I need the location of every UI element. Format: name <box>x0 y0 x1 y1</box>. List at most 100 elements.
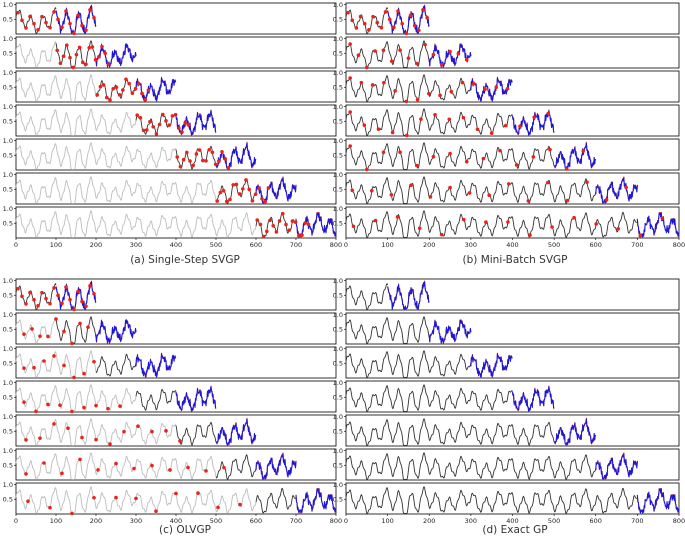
inducing-point <box>404 99 409 104</box>
inducing-point <box>532 115 536 120</box>
series-prediction-line <box>428 319 472 344</box>
inducing-point <box>52 354 56 358</box>
chart-panel-1: 0.5 1.0 0.5 1.0 0.5 1.0 0.5 1.0 0.5 1.0 0.5 1.0 0.5 1… <box>3 1 343 249</box>
x-tick-label: 800 <box>673 241 685 249</box>
inducing-point <box>164 429 168 433</box>
inducing-point <box>22 366 26 370</box>
inducing-point <box>438 93 442 98</box>
inducing-point <box>483 87 487 91</box>
x-tick-label: 100 <box>50 517 62 525</box>
subplot-frame <box>15 36 337 69</box>
inducing-point <box>241 187 245 191</box>
inducing-point <box>448 151 452 156</box>
inducing-point <box>65 43 69 47</box>
subplot-row-1: 0.5 1.0 <box>3 277 337 312</box>
inducing-point <box>297 233 301 238</box>
chart-panel-4: 0.5 1.0 0.5 1.0 0.5 1.0 0.5 1.0 0.5 1.0 0.5 1.0 0.5 1… <box>333 277 685 525</box>
inducing-point <box>40 14 44 19</box>
x-tick-label: 300 <box>465 241 477 249</box>
inducing-point <box>80 23 84 28</box>
inducing-point <box>414 163 419 168</box>
inducing-point <box>387 17 392 22</box>
subplot-row-7: 0.5 1.0 0 100 200 300 400 500 600 700 800 <box>333 205 685 249</box>
inducing-point <box>76 289 80 294</box>
inducing-point <box>54 317 58 321</box>
inducing-point <box>28 290 32 295</box>
subplot-row-6: 0.5 1.0 <box>3 447 337 481</box>
x-tick-label: 0 <box>14 517 18 525</box>
inducing-point <box>138 116 143 120</box>
inducing-point <box>42 359 46 363</box>
inducing-point <box>390 130 395 135</box>
series-prediction-line <box>255 453 297 480</box>
series-window-line <box>345 384 513 412</box>
series-prediction-line <box>636 212 680 238</box>
inducing-point <box>467 191 472 195</box>
inducing-point <box>201 158 205 163</box>
inducing-point <box>371 14 375 19</box>
inducing-point <box>114 461 118 466</box>
inducing-point <box>71 65 75 70</box>
series-history-line <box>15 176 217 204</box>
inducing-point <box>393 89 397 93</box>
inducing-point <box>177 126 181 130</box>
inducing-point <box>114 85 119 90</box>
subplot-frame <box>345 278 680 311</box>
series-prediction-line <box>175 110 217 136</box>
inducing-point <box>461 217 466 222</box>
inducing-point <box>354 26 359 30</box>
inducing-point <box>183 121 187 125</box>
subplot-frame <box>15 70 337 103</box>
y-tick-label: 0.5 <box>3 462 13 470</box>
inducing-point <box>471 81 476 86</box>
inducing-point <box>373 49 377 53</box>
inducing-point <box>431 154 436 159</box>
inducing-point <box>624 185 628 190</box>
inducing-point <box>111 87 115 91</box>
inducing-point <box>137 81 141 86</box>
x-tick-label: 600 <box>250 241 262 249</box>
inducing-point <box>565 198 570 203</box>
y-tick-label: 0.5 <box>3 360 13 368</box>
y-tick-label: 1.0 <box>333 379 343 387</box>
inducing-point <box>392 25 396 30</box>
inducing-point <box>359 80 364 85</box>
subplot-row-4: 0.5 1.0 <box>3 379 337 414</box>
inducing-point <box>46 334 50 339</box>
inducing-point <box>356 53 361 58</box>
series-window-line <box>345 108 513 136</box>
series-prediction-line <box>470 353 513 378</box>
inducing-point <box>143 97 147 102</box>
y-tick-label: 0.5 <box>333 16 343 24</box>
subplot-row-7: 0.5 1.0 0 100 200 300 400 500 600 700 800 <box>3 481 343 525</box>
subplot-frame <box>15 414 337 447</box>
x-tick-label: 300 <box>130 517 142 525</box>
y-tick-label: 0.5 <box>3 50 13 58</box>
inducing-point <box>178 164 183 169</box>
inducing-point <box>408 13 413 18</box>
y-tick-label: 0.5 <box>3 84 13 92</box>
x-tick-label: 400 <box>506 241 518 249</box>
inducing-point <box>40 290 44 295</box>
inducing-point <box>84 28 88 33</box>
inducing-point <box>348 110 352 114</box>
inducing-point <box>24 472 28 476</box>
inducing-point <box>68 21 72 26</box>
inducing-point <box>132 466 136 471</box>
inducing-point <box>94 437 98 442</box>
y-tick-label: 1.0 <box>333 447 343 455</box>
inducing-point <box>157 122 162 127</box>
inducing-point <box>52 286 56 290</box>
series-window-line <box>345 210 638 238</box>
inducing-point <box>188 159 192 163</box>
subplot-row-6: 0.5 1.0 <box>333 447 680 481</box>
inducing-point <box>287 228 292 232</box>
inducing-point <box>34 409 38 414</box>
inducing-point <box>406 56 411 61</box>
inducing-point <box>94 403 98 408</box>
series-prediction-line <box>295 212 337 238</box>
inducing-point <box>42 461 46 465</box>
subplot-frame <box>15 448 337 481</box>
y-tick-label: 1.0 <box>3 311 13 319</box>
